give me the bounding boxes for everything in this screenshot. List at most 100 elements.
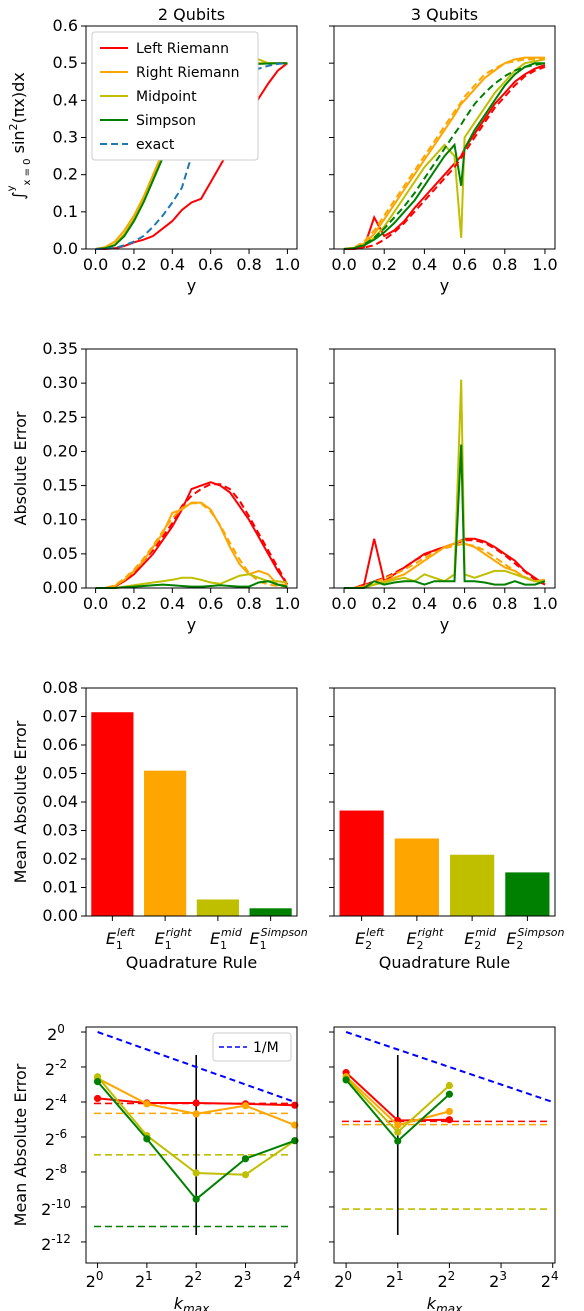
category-label: E2mid xyxy=(464,926,497,952)
x-tick-label: 0.8 xyxy=(236,255,261,274)
y-tick-label: 2-4 xyxy=(45,1092,67,1114)
y-tick-label: 2-10 xyxy=(41,1197,71,1219)
x-tick-label: 21 xyxy=(135,1269,153,1291)
series-left-riemann xyxy=(95,481,289,589)
series-right-riemann-exact xyxy=(95,502,288,589)
bar-simpson xyxy=(249,908,292,916)
data-point xyxy=(93,1094,102,1103)
x-tick-label: 0.8 xyxy=(492,594,517,613)
series-right-riemann xyxy=(95,501,288,589)
x-tick-label: 1.0 xyxy=(532,255,557,274)
y-tick-label: 2-8 xyxy=(45,1162,67,1184)
data-point xyxy=(192,1099,200,1107)
legend-label: Midpoint xyxy=(136,89,197,105)
data-point xyxy=(394,1121,402,1129)
y-axis-label: Mean Absolute Error xyxy=(11,720,30,883)
data-point xyxy=(192,1169,200,1177)
category-label: E1left xyxy=(106,926,136,952)
x-tick-label: 1.0 xyxy=(275,255,300,274)
series-midpoint xyxy=(344,379,545,589)
x-axis-label: y xyxy=(187,615,196,634)
series-simpson xyxy=(344,444,546,589)
x-tick-label: 0.0 xyxy=(83,255,108,274)
series-1-m xyxy=(345,1031,554,1103)
chart-title: 2 Qubits xyxy=(158,5,225,24)
x-axis-label: Quadrature Rule xyxy=(379,953,510,972)
y-tick-label: 0.07 xyxy=(42,707,78,726)
kmax-2q: 20 21 22 23 24 2-12 2-10 2-8 2-6 2-4 2-2 20 kmax 1/M xyxy=(41,1022,301,1311)
plot-frame xyxy=(333,348,556,589)
y-tick-label: 0.10 xyxy=(42,510,78,529)
y-tick-label: 2-12 xyxy=(41,1232,71,1254)
y-tick-label: 0.3 xyxy=(53,128,78,147)
x-tick-label: 24 xyxy=(541,1269,559,1291)
category-label: E2right xyxy=(406,926,444,952)
chart-title: 3 Qubits xyxy=(411,5,478,24)
data-point xyxy=(93,1078,102,1086)
x-tick-label: 0.4 xyxy=(412,255,437,274)
plot-frame xyxy=(85,1026,298,1264)
y-tick-label: 0.4 xyxy=(53,90,78,109)
category-label: E1mid xyxy=(210,926,243,952)
bar-simpson xyxy=(505,872,550,916)
data-point xyxy=(192,1195,200,1203)
x-tick-label: 0.4 xyxy=(412,594,437,613)
y-tick-label: 0.0 xyxy=(53,239,78,258)
integral-3q: 0.0 0.2 0.4 0.6 0.8 1.0 y 3 Qubits xyxy=(329,5,558,295)
x-tick-label: 20 xyxy=(86,1269,104,1291)
x-tick-label: 0.6 xyxy=(452,594,477,613)
x-tick-label: 0.2 xyxy=(372,255,397,274)
x-tick-label: 22 xyxy=(184,1269,202,1291)
legend: Left Riemann Right Riemann Midpoint Simpson… xyxy=(91,31,259,161)
legend-label: Left Riemann xyxy=(136,41,229,57)
x-tick-label: 0.8 xyxy=(492,255,517,274)
y-tick-label: 0.04 xyxy=(42,792,78,811)
y-tick-label: 0.30 xyxy=(42,373,78,392)
category-label: E1right xyxy=(155,926,193,952)
data-point xyxy=(342,1076,350,1084)
y-tick-label: 2-6 xyxy=(45,1127,67,1149)
category-label: E2left xyxy=(355,926,385,952)
x-tick-label: 22 xyxy=(437,1269,455,1291)
x-tick-label: 0.2 xyxy=(121,594,146,613)
abs-error-2q: 0.0 0.2 0.4 0.6 0.8 1.0 0.00 0.05 0.10 0.15 0.20 0.… xyxy=(42,339,300,634)
series-right-riemann-exact xyxy=(343,58,545,250)
x-axis-label: Quadrature Rule xyxy=(126,953,257,972)
y-tick-label: 0.00 xyxy=(42,578,78,597)
data-point xyxy=(241,1171,250,1179)
series-simpson-exact xyxy=(343,62,546,250)
bar-left xyxy=(91,712,134,916)
legend-box xyxy=(91,31,259,161)
bar-right xyxy=(394,838,439,916)
x-axis-label: y xyxy=(187,276,196,295)
x-tick-label: 0.6 xyxy=(198,255,223,274)
data-point xyxy=(394,1128,402,1136)
panels: 0.0 0.2 0.4 0.6 0.8 1.00.00.10.20.30.40.50.6y… xyxy=(6,5,565,1311)
data-point xyxy=(445,1090,454,1098)
legend: 1/M xyxy=(212,1032,292,1062)
x-tick-label: 0.0 xyxy=(83,594,108,613)
x-tick-label: 0.0 xyxy=(331,594,356,613)
legend-label: 1/M xyxy=(253,1040,279,1056)
series-simpson xyxy=(95,580,288,589)
x-tick-label: 0.6 xyxy=(198,594,223,613)
plot-frame xyxy=(333,1026,556,1264)
y-tick-label: 0.20 xyxy=(42,441,78,460)
x-tick-label: 0.4 xyxy=(160,255,185,274)
legend-label: exact xyxy=(136,137,175,153)
bar-mid xyxy=(450,854,495,916)
legend-box xyxy=(212,1032,292,1062)
y-tick-label: 0.03 xyxy=(42,821,78,840)
y-tick-label: 0.05 xyxy=(42,544,78,563)
legend-label: Right Riemann xyxy=(136,65,240,81)
bar-mid xyxy=(196,899,239,916)
series-simpson xyxy=(343,62,545,250)
y-tick-label: 0.00 xyxy=(42,906,78,925)
data-point xyxy=(143,1100,151,1108)
y-tick-label: 0.06 xyxy=(42,735,78,754)
data-point xyxy=(241,1155,250,1163)
x-tick-label: 0.4 xyxy=(160,594,185,613)
y-tick-label: 0.08 xyxy=(42,678,78,697)
